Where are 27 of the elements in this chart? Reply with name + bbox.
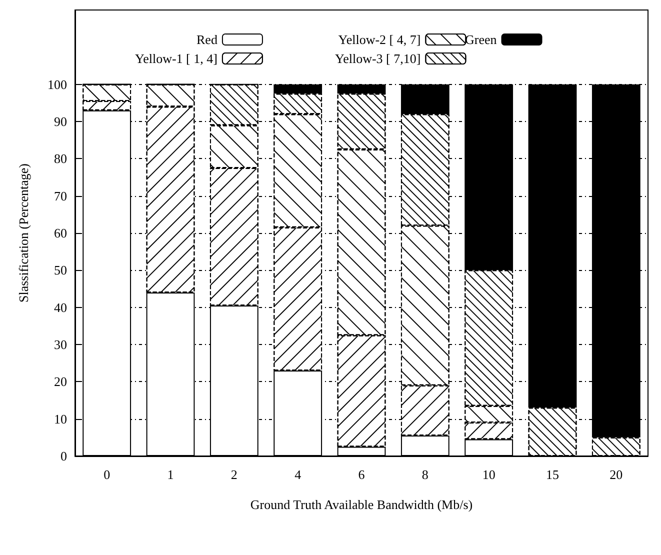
legend-label: Yellow-2 [ 4, 7]	[338, 32, 421, 47]
x-tick-label: 10	[482, 467, 496, 482]
x-tick-label: 0	[104, 467, 110, 482]
y-tick-label: 50	[54, 262, 67, 278]
y-tick-label: 80	[54, 151, 67, 166]
y-tick-label: 40	[54, 300, 67, 315]
x-tick-label: 20	[610, 467, 623, 482]
legend-label: Yellow-3 [ 7,10]	[334, 51, 421, 66]
y-tick-label: 100	[48, 76, 67, 92]
y-tick-label: 30	[54, 337, 67, 352]
x-tick-label: 2	[230, 467, 238, 482]
x-tick-label: 4	[294, 467, 302, 482]
y-tick-label: 70	[54, 188, 67, 204]
legend-label: Yellow-1 [ 1, 4]	[134, 51, 218, 66]
y-tick-label: 20	[54, 374, 67, 390]
legend-label: Green	[464, 32, 498, 47]
x-tick-label: 6	[358, 467, 366, 482]
y-tick-label: 10	[54, 411, 67, 426]
x-tick-label: 15	[546, 467, 559, 482]
x-axis-title: Ground Truth Available Bandwidth (Mb/s)	[250, 497, 473, 512]
y-tick-label: 0	[60, 448, 67, 464]
legend-label: Red	[196, 32, 218, 47]
y-tick-label: 90	[54, 114, 67, 129]
x-tick-label: 8	[422, 467, 428, 482]
y-axis-title: Slassification (Percentage)	[16, 164, 31, 302]
x-tick-label: 1	[167, 467, 174, 482]
y-tick-label: 60	[54, 226, 67, 240]
